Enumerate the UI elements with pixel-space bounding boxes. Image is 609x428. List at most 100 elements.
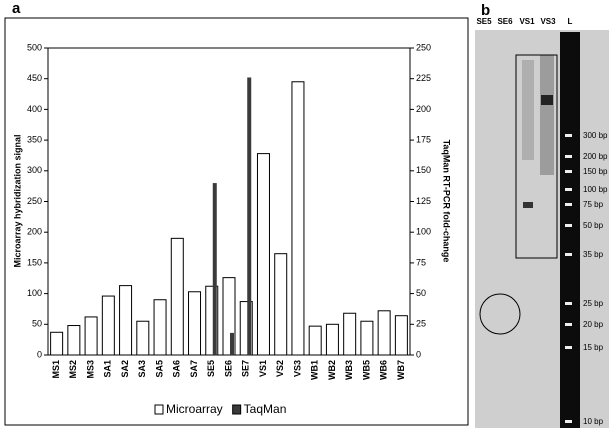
bar — [247, 77, 252, 356]
y-axis-label: Microarray hybridization signal — [12, 134, 22, 267]
y-tick-label: 250 — [27, 196, 42, 206]
ladder-band — [565, 188, 572, 191]
bar — [308, 325, 322, 356]
legend-label: Microarray — [166, 402, 223, 416]
x-tick-label: SE7 — [241, 360, 251, 377]
ladder-band — [565, 203, 572, 206]
y2-axis-label: TaqMan RT-PCR fold-change — [442, 140, 452, 263]
legend-label: TaqMan — [244, 402, 287, 416]
ladder-band — [565, 302, 572, 305]
y-tick-label: 150 — [27, 257, 42, 267]
bar — [212, 183, 217, 355]
ladder-label: 10 bp — [583, 417, 604, 426]
bar — [170, 237, 184, 356]
highlight-box — [515, 54, 558, 259]
y-tick-label: 50 — [32, 319, 42, 329]
smear — [522, 60, 534, 160]
ladder-band — [565, 323, 572, 326]
y2-tick-label: 175 — [416, 134, 431, 144]
legend-swatch — [232, 404, 242, 415]
lane-label: SE5 — [476, 17, 492, 26]
x-tick-label: MS2 — [68, 360, 78, 379]
bar — [188, 291, 202, 356]
y2-tick-label: 225 — [416, 73, 431, 83]
x-tick-label: VS1 — [258, 360, 268, 377]
x-tick-label: WB7 — [396, 360, 406, 380]
y-tick-label: 350 — [27, 134, 42, 144]
y-tick-label: 400 — [27, 104, 42, 114]
x-tick-label: VS3 — [292, 360, 302, 377]
y-tick-label: 450 — [27, 73, 42, 83]
x-tick-label: WB2 — [327, 360, 337, 380]
ladder-label: 100 bp — [583, 185, 608, 194]
ladder-band — [565, 253, 572, 256]
ladder-band — [565, 170, 572, 173]
y2-tick-label: 200 — [416, 104, 431, 114]
bar — [153, 299, 167, 356]
bar — [325, 323, 339, 356]
bar — [67, 325, 81, 356]
bar — [360, 320, 374, 356]
bar — [394, 315, 408, 356]
lane-label: SE6 — [497, 17, 513, 26]
y2-tick-label: 125 — [416, 196, 431, 206]
bar — [136, 320, 150, 356]
lane-label: VS3 — [540, 17, 556, 26]
bar — [291, 81, 305, 356]
x-tick-label: VS2 — [275, 360, 285, 377]
ladder-band — [565, 346, 572, 349]
gel-panel: b SE5 SE6 VS1 VS3 L 300 bp 200 bp 150 bp 100 bp 7… — [475, 2, 609, 428]
ladder-band — [565, 155, 572, 158]
ladder-band — [565, 420, 572, 423]
bar — [230, 332, 234, 355]
ladder-label: 75 bp — [583, 200, 604, 209]
bar — [119, 285, 133, 356]
band — [523, 202, 533, 208]
x-tick-label: MS3 — [85, 360, 95, 379]
panel-label: b — [481, 2, 490, 19]
x-tick-label: SA5 — [154, 360, 164, 378]
legend-swatch — [154, 404, 164, 415]
y-tick-label: 0 — [37, 349, 42, 359]
ladder-label: 50 bp — [583, 221, 604, 230]
y2-tick-label: 250 — [416, 42, 431, 52]
panel-frame — [4, 17, 469, 426]
band — [541, 95, 553, 105]
y-tick-label: 100 — [27, 288, 42, 298]
x-tick-label: SA2 — [120, 360, 130, 378]
bar — [50, 331, 64, 356]
ladder-label: 300 bp — [583, 131, 608, 140]
y-tick-label: 200 — [27, 227, 42, 237]
ladder-band — [565, 224, 572, 227]
panel-label: a — [12, 0, 21, 17]
x-tick-label: WB1 — [310, 360, 320, 380]
x-tick-label: WB5 — [361, 360, 371, 380]
ladder-band — [565, 134, 572, 137]
ladder-label: 25 bp — [583, 299, 604, 308]
x-tick-label: SE5 — [206, 360, 216, 377]
x-tick-label: SA6 — [172, 360, 182, 378]
x-tick-label: SE6 — [223, 360, 233, 377]
y2-tick-label: 100 — [416, 227, 431, 237]
x-tick-label: WB6 — [379, 360, 389, 380]
ladder-label: 15 bp — [583, 343, 604, 352]
y2-tick-label: 25 — [416, 319, 426, 329]
x-tick-label: WB3 — [344, 360, 354, 380]
bar — [84, 316, 98, 356]
y2-tick-label: 75 — [416, 257, 426, 267]
y2-tick-label: 50 — [416, 288, 426, 298]
lane-label: VS1 — [519, 17, 535, 26]
bar — [343, 312, 357, 356]
y2-tick-label: 0 — [416, 349, 421, 359]
bar — [377, 310, 391, 356]
ladder-lane — [560, 32, 580, 428]
bar — [256, 153, 270, 356]
x-tick-label: MS1 — [51, 360, 61, 379]
ladder-label: 200 bp — [583, 152, 608, 161]
ladder-label: 35 bp — [583, 250, 604, 259]
highlight-circle — [479, 293, 521, 335]
bar — [101, 295, 115, 356]
y-tick-label: 300 — [27, 165, 42, 175]
lane-label: L — [568, 17, 573, 26]
